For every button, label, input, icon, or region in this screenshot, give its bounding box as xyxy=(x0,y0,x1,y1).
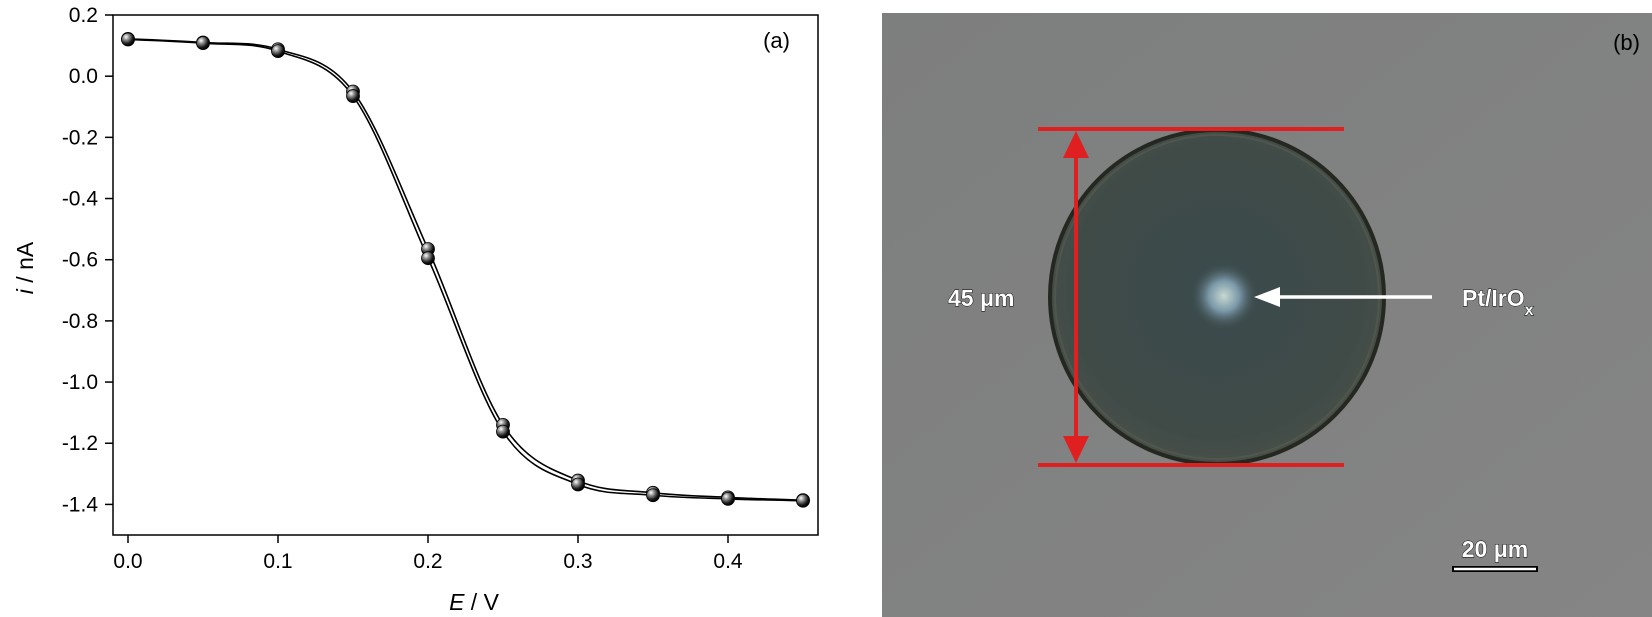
pointer-arrowhead xyxy=(1254,287,1280,307)
y-tick-label: 0.2 xyxy=(69,4,98,27)
data-point xyxy=(796,493,810,508)
fit-curve-1 xyxy=(127,38,804,501)
plot-frame xyxy=(112,14,819,536)
data-point xyxy=(571,477,585,492)
data-point xyxy=(721,492,735,506)
y-tick-label: -1.4 xyxy=(62,493,99,516)
scalebar-label: 20 μm xyxy=(1462,536,1529,562)
y-tick-label: 0.0 xyxy=(69,65,98,88)
x-tick-labels: 0.0 0.1 0.2 0.3 0.4 xyxy=(113,550,743,573)
panel-label-b: (b) xyxy=(1613,30,1640,55)
data-point xyxy=(271,44,285,58)
data-point xyxy=(496,424,510,439)
x-tick-label: 0.1 xyxy=(263,550,292,573)
y-axis-title: i / nA xyxy=(12,241,38,294)
fit-curve-2 xyxy=(127,38,804,502)
pt-irox-spot xyxy=(1190,262,1258,330)
diameter-label: 45 μm xyxy=(948,285,1015,311)
x-tick-label: 0.0 xyxy=(113,550,142,573)
data-point xyxy=(196,36,210,51)
y-tick-label: -1.0 xyxy=(62,371,98,394)
micrograph-panel: 45 μm Pt/IrOx (b) 20 μm xyxy=(882,13,1652,617)
x-tick-label: 0.2 xyxy=(413,550,442,573)
data-point xyxy=(646,488,660,503)
micrograph-image: 45 μm Pt/IrOx (b) 20 μm xyxy=(882,13,1652,617)
material-label: Pt/IrOx xyxy=(1462,285,1534,319)
y-tick-label: -0.2 xyxy=(62,126,98,149)
x-tick-label: 0.4 xyxy=(713,550,743,573)
axis-ticks xyxy=(105,14,729,543)
data-point xyxy=(121,32,135,47)
x-tick-label: 0.3 xyxy=(563,550,592,573)
chart-a: 0.0 0.1 0.2 0.3 0.4 0.2 0.0 -0.2 -0.4 -0.6 -0.8 -1… xyxy=(12,4,819,615)
y-tick-label: -0.6 xyxy=(62,249,98,272)
diameter-arrowhead-top xyxy=(1063,131,1089,158)
diameter-arrowhead-bottom xyxy=(1063,436,1089,463)
x-axis-title: E / V xyxy=(449,589,500,615)
y-tick-label: -0.8 xyxy=(62,310,98,333)
panel-label-a: (a) xyxy=(763,28,790,53)
data-points xyxy=(121,31,810,508)
y-tick-label: -1.2 xyxy=(62,432,98,455)
data-point xyxy=(421,251,435,266)
y-tick-label: -0.4 xyxy=(62,188,99,211)
fit-curves xyxy=(127,38,804,502)
data-point xyxy=(346,89,360,103)
y-tick-labels: 0.2 0.0 -0.2 -0.4 -0.6 -0.8 -1.0 -1.2 -1.4 xyxy=(62,4,99,516)
